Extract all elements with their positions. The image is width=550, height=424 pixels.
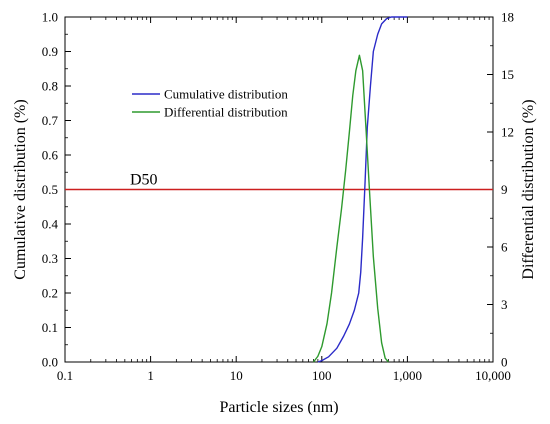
y-tick-label: 0.3 bbox=[42, 251, 58, 266]
legend-label-cumulative: Cumulative distribution bbox=[164, 87, 288, 102]
y2-tick-label: 3 bbox=[501, 297, 508, 312]
x-tick-label: 100 bbox=[312, 368, 332, 383]
x-tick-label: 1 bbox=[147, 368, 154, 383]
y2-tick-label: 15 bbox=[501, 67, 514, 82]
x-tick-label: 1,000 bbox=[393, 368, 422, 383]
y2-tick-label: 18 bbox=[501, 10, 514, 25]
differential-distribution-line bbox=[312, 54, 389, 363]
y2-axis-title: Differential distribution (%) bbox=[520, 99, 537, 279]
x-axis-title: Particle sizes (nm) bbox=[219, 399, 338, 416]
d50-annotation: D50 bbox=[130, 172, 158, 189]
y2-tick-label: 9 bbox=[501, 182, 508, 197]
x-tick-label: 10 bbox=[230, 368, 243, 383]
x-tick-label: 0.1 bbox=[57, 368, 73, 383]
y-tick-label: 0.4 bbox=[42, 217, 59, 232]
y2-tick-label: 6 bbox=[501, 240, 508, 255]
y-tick-label: 0.1 bbox=[42, 320, 58, 335]
y-tick-label: 0.5 bbox=[42, 182, 58, 197]
y-tick-label: 0.9 bbox=[42, 44, 58, 59]
legend: Cumulative distribution Differential dis… bbox=[132, 87, 288, 120]
y-tick-label: 1.0 bbox=[42, 10, 58, 25]
x-tick-label: 10,000 bbox=[475, 368, 511, 383]
y2-tick-label: 0 bbox=[501, 355, 508, 370]
series-layer bbox=[65, 16, 493, 363]
y-tick-label: 0.7 bbox=[42, 113, 59, 128]
axis-labels: 0.1 1 10 100 1,000 10,0000.00.10.20.30.40.50.… bbox=[42, 10, 514, 384]
y-tick-label: 0.0 bbox=[42, 355, 58, 370]
y2-tick-label: 12 bbox=[501, 125, 514, 140]
y-axis-title: Cumulative distribution (%) bbox=[12, 99, 29, 279]
legend-label-differential: Differential distribution bbox=[164, 105, 288, 120]
y-tick-label: 0.8 bbox=[42, 79, 58, 94]
y-tick-label: 0.6 bbox=[42, 148, 59, 163]
y-tick-label: 0.2 bbox=[42, 286, 58, 301]
cumulative-distribution-line bbox=[317, 16, 408, 363]
